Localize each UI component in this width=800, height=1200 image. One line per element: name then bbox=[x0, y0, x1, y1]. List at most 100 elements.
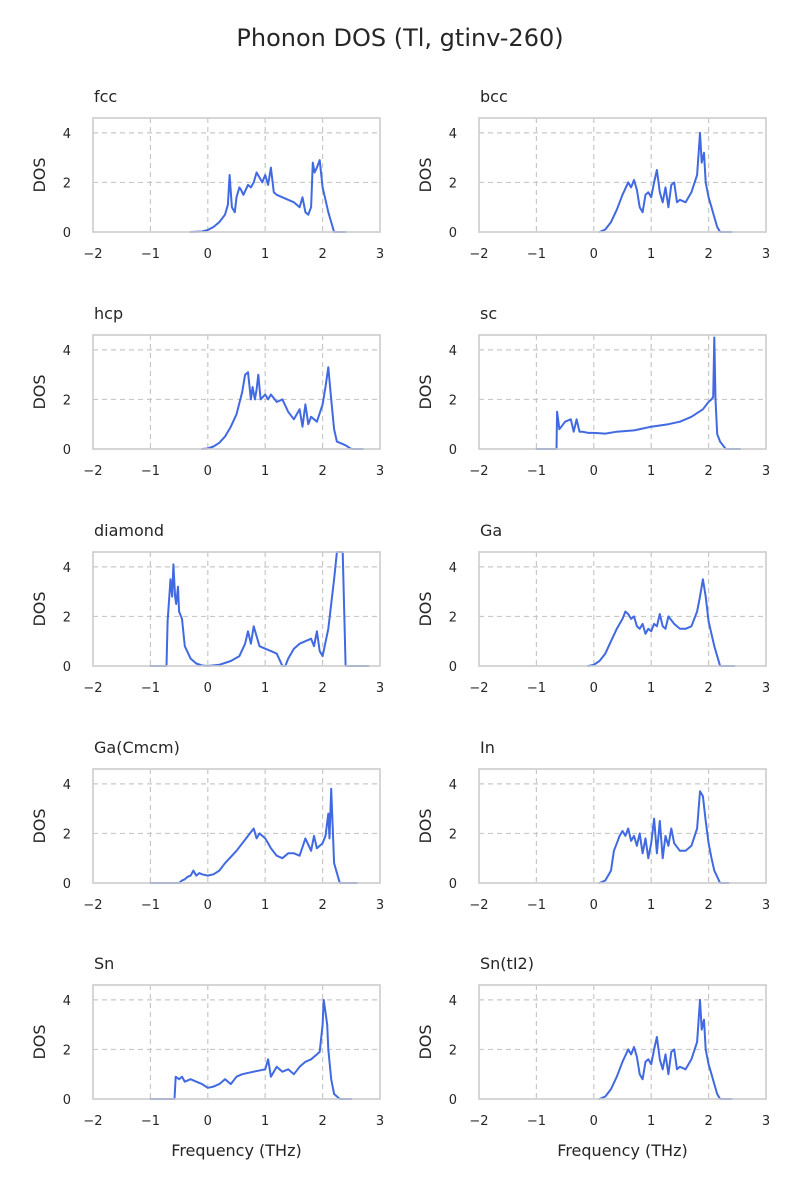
y-tick-label: 0 bbox=[63, 877, 71, 892]
x-tick-label: 1 bbox=[261, 1114, 269, 1129]
x-tick-label: 1 bbox=[647, 1114, 655, 1129]
x-tick-label: 2 bbox=[704, 898, 712, 913]
y-axis-label: DOS bbox=[416, 374, 435, 409]
dos-line-diamond bbox=[149, 551, 370, 667]
y-axis-label: DOS bbox=[416, 157, 435, 192]
y-tick-label: 0 bbox=[63, 660, 71, 675]
panel-title: diamond bbox=[94, 521, 164, 540]
y-tick-label: 4 bbox=[449, 127, 457, 142]
x-tick-label: 3 bbox=[376, 898, 384, 913]
y-axis-label: DOS bbox=[416, 1024, 435, 1059]
y-tick-label: 4 bbox=[449, 561, 457, 576]
y-tick-label: 0 bbox=[449, 226, 457, 241]
x-tick-label: 1 bbox=[261, 898, 269, 913]
x-tick-label: −2 bbox=[83, 247, 102, 262]
x-tick-label: 2 bbox=[318, 898, 326, 913]
x-tick-label: 0 bbox=[590, 898, 598, 913]
x-tick-label: −2 bbox=[469, 247, 488, 262]
x-tick-label: 1 bbox=[261, 681, 269, 696]
y-tick-label: 4 bbox=[449, 778, 457, 793]
panel-fcc: fcc −2 −1 0 1 2 3 0 2 4 DOS bbox=[30, 87, 384, 262]
x-tick-label: −1 bbox=[527, 247, 546, 262]
y-tick-label: 2 bbox=[63, 1043, 71, 1058]
x-tick-label: −1 bbox=[141, 247, 160, 262]
y-tick-label: 2 bbox=[63, 827, 71, 842]
plot-frame bbox=[478, 984, 767, 1100]
panel-hcp: hcp −2 −1 0 1 2 3 0 2 4 DOS bbox=[30, 304, 384, 479]
y-tick-label: 4 bbox=[449, 344, 457, 359]
y-tick-label: 4 bbox=[63, 344, 71, 359]
y-tick-label: 0 bbox=[63, 443, 71, 458]
x-tick-label: −1 bbox=[527, 898, 546, 913]
x-tick-label: −2 bbox=[469, 464, 488, 479]
x-tick-label: −1 bbox=[141, 681, 160, 696]
dos-line-ga-cmcm bbox=[149, 787, 358, 884]
x-tick-label: −2 bbox=[83, 681, 102, 696]
panel-sn-ti2: Sn(tI2) −2 −1 0 1 2 3 0 2 4 DOS Frequency (THz) bbox=[416, 954, 770, 1160]
plot-frame bbox=[478, 117, 767, 233]
figure-title: Phonon DOS (Tl, gtinv-260) bbox=[236, 24, 563, 52]
x-axis-label: Frequency (THz) bbox=[557, 1141, 687, 1160]
y-tick-label: 2 bbox=[449, 176, 457, 191]
x-tick-label: −1 bbox=[527, 1114, 546, 1129]
x-tick-label: 0 bbox=[204, 1114, 212, 1129]
y-axis-label: DOS bbox=[416, 808, 435, 843]
panel-sn: Sn −2 −1 0 1 2 3 0 2 4 DOS Frequency (THz) bbox=[30, 954, 384, 1160]
dos-line-sn bbox=[149, 998, 353, 1100]
panels-container: fcc −2 −1 0 1 2 3 0 2 4 DOS bcc −2 −1 0 1 2 3 0 2 4 DOS hcp −2 −… bbox=[30, 87, 770, 1160]
x-tick-label: −2 bbox=[469, 681, 488, 696]
y-tick-label: 2 bbox=[449, 610, 457, 625]
plot-frame bbox=[92, 334, 381, 450]
dos-line-bcc bbox=[598, 131, 733, 233]
y-tick-label: 2 bbox=[63, 393, 71, 408]
x-tick-label: −2 bbox=[469, 1114, 488, 1129]
x-tick-label: 2 bbox=[318, 247, 326, 262]
x-tick-label: 1 bbox=[647, 681, 655, 696]
x-tick-label: 3 bbox=[762, 247, 770, 262]
x-tick-label: 0 bbox=[204, 464, 212, 479]
y-tick-label: 2 bbox=[63, 610, 71, 625]
y-tick-label: 0 bbox=[449, 443, 457, 458]
plot-frame bbox=[92, 984, 381, 1100]
x-tick-label: −1 bbox=[527, 681, 546, 696]
x-tick-label: 2 bbox=[704, 464, 712, 479]
x-tick-label: 2 bbox=[318, 464, 326, 479]
panel-ga-cmcm: Ga(Cmcm) −2 −1 0 1 2 3 0 2 4 DOS bbox=[30, 738, 384, 913]
y-axis-label: DOS bbox=[30, 374, 49, 409]
x-tick-label: 0 bbox=[590, 247, 598, 262]
x-tick-label: 1 bbox=[647, 898, 655, 913]
dos-line-ga bbox=[587, 578, 736, 667]
x-tick-label: −2 bbox=[83, 464, 102, 479]
y-tick-label: 0 bbox=[449, 1093, 457, 1108]
x-tick-label: 0 bbox=[204, 247, 212, 262]
y-axis-label: DOS bbox=[30, 808, 49, 843]
x-tick-label: 3 bbox=[376, 681, 384, 696]
x-axis-label: Frequency (THz) bbox=[171, 1141, 301, 1160]
x-tick-label: 3 bbox=[762, 464, 770, 479]
dos-line-sc bbox=[535, 336, 742, 450]
x-tick-label: −2 bbox=[83, 898, 102, 913]
panel-title: hcp bbox=[94, 304, 123, 323]
x-tick-label: −1 bbox=[141, 464, 160, 479]
plot-frame bbox=[92, 551, 381, 667]
x-tick-label: −2 bbox=[83, 1114, 102, 1129]
x-tick-label: 3 bbox=[376, 247, 384, 262]
plot-frame bbox=[478, 551, 767, 667]
x-tick-label: 3 bbox=[762, 681, 770, 696]
x-tick-label: 2 bbox=[704, 1114, 712, 1129]
y-axis-label: DOS bbox=[30, 591, 49, 626]
x-tick-label: 3 bbox=[376, 1114, 384, 1129]
x-tick-label: 0 bbox=[590, 1114, 598, 1129]
x-tick-label: 2 bbox=[704, 681, 712, 696]
x-tick-label: 0 bbox=[204, 898, 212, 913]
x-tick-label: −1 bbox=[527, 464, 546, 479]
panel-bcc: bcc −2 −1 0 1 2 3 0 2 4 DOS bbox=[416, 87, 770, 262]
y-tick-label: 4 bbox=[63, 778, 71, 793]
panel-title: fcc bbox=[94, 87, 117, 106]
panel-title: Sn(tI2) bbox=[480, 954, 534, 973]
x-tick-label: 2 bbox=[318, 1114, 326, 1129]
panel-title: sc bbox=[480, 304, 497, 323]
x-tick-label: −2 bbox=[469, 898, 488, 913]
y-tick-label: 4 bbox=[63, 561, 71, 576]
y-tick-label: 0 bbox=[63, 1093, 71, 1108]
